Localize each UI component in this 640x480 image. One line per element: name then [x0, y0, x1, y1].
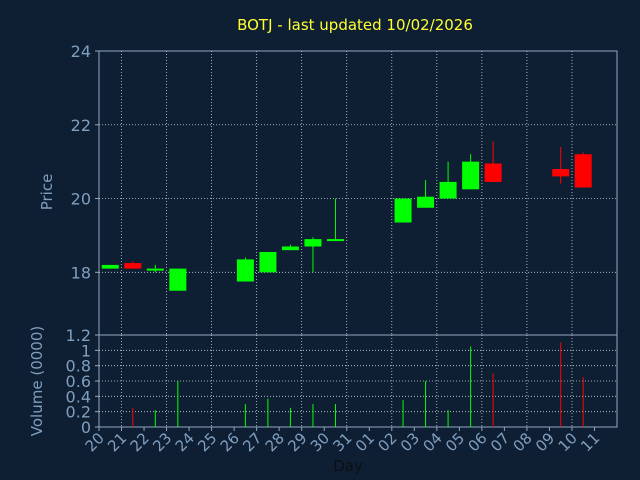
volume-tick-label: 0.6 [66, 372, 91, 391]
candle-body [394, 198, 412, 223]
x-tick-label: 11 [577, 429, 603, 455]
x-axis: 2021222324252627282930310102030405060708… [82, 427, 603, 455]
candle-body [169, 268, 187, 291]
volume-tick-label: 0.2 [66, 403, 91, 422]
candle-body [101, 264, 119, 269]
candle-body [462, 161, 480, 190]
price-tick-label: 20 [71, 190, 91, 209]
volume-tick-label: 0.4 [66, 387, 91, 406]
volume-panel: 00.20.40.60.811.2 [66, 326, 618, 437]
candle-body [484, 163, 502, 182]
volume-tick-label: 1 [81, 341, 91, 360]
candle-body [281, 246, 299, 251]
volume-tick-label: 1.2 [66, 326, 91, 345]
x-axis-label: Day [333, 457, 363, 475]
candle-body [304, 239, 322, 247]
candle-body [236, 259, 254, 282]
candle-body [574, 154, 592, 188]
candle-body [439, 181, 457, 199]
candle-body [326, 239, 344, 242]
price-tick-label: 22 [71, 116, 91, 135]
chart-title: BOTJ - last updated 10/02/2026 [237, 16, 473, 34]
volume-tick-label: 0 [81, 418, 91, 437]
candle-body [124, 263, 142, 269]
candle-body [417, 196, 435, 208]
candle-body [552, 169, 570, 177]
volume-tick-label: 0.8 [66, 357, 91, 376]
price-axis-label: Price [38, 174, 56, 211]
candle-body [259, 252, 277, 273]
price-panel: 18 20 22 24 [71, 42, 618, 336]
price-plot-frame [98, 50, 618, 336]
candle-body [146, 268, 164, 271]
volume-axis-label: Volume (0000) [28, 326, 46, 436]
price-tick-label: 18 [71, 263, 91, 282]
price-tick-label: 24 [71, 42, 91, 61]
